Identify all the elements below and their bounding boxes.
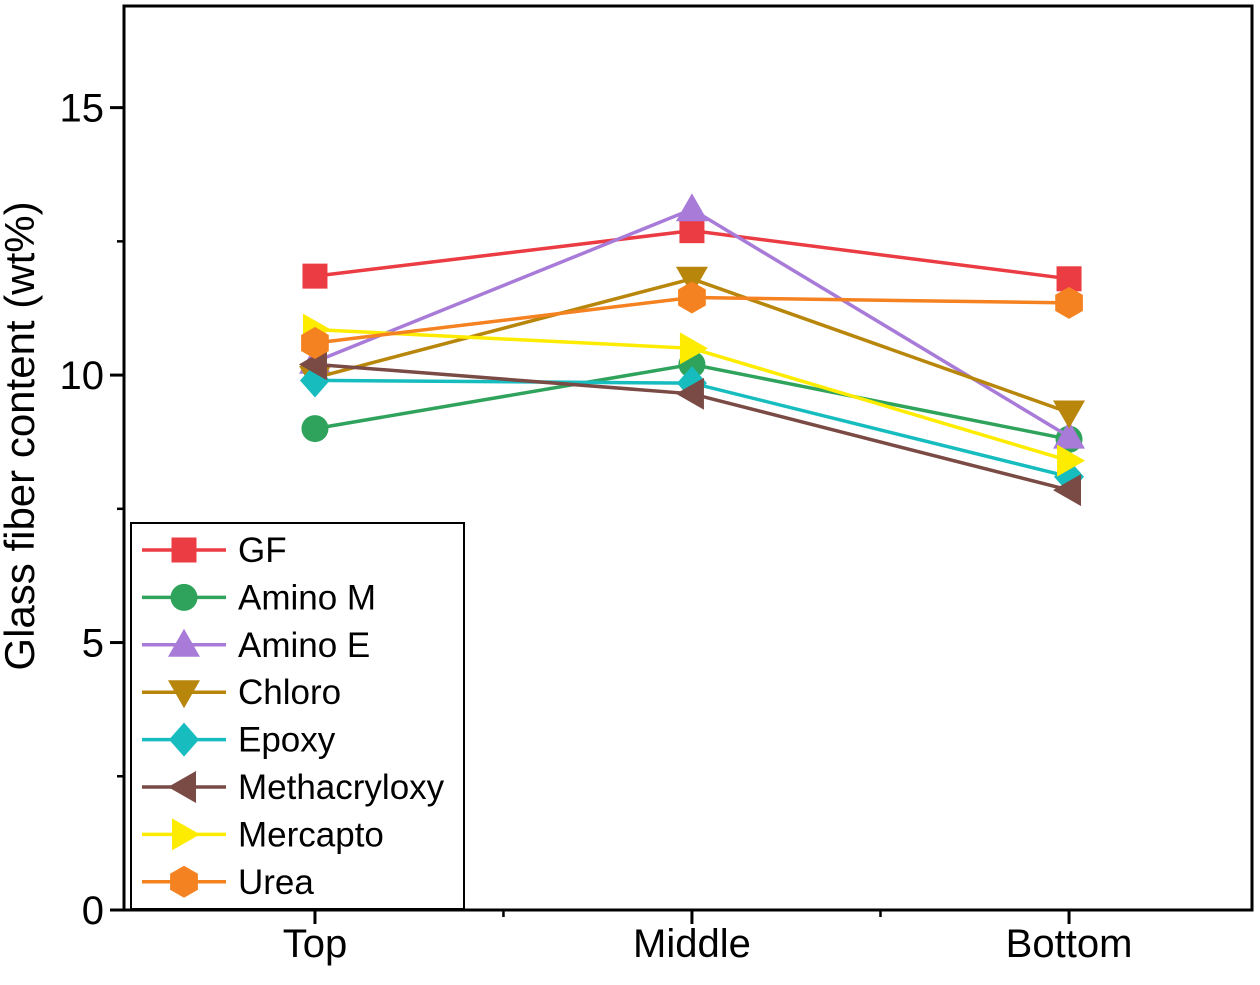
y-tick-label: 0 — [82, 889, 104, 933]
marker-square-gf — [679, 218, 705, 244]
marker-circle-amino-m — [301, 415, 329, 443]
legend-marker-triangle-left — [168, 771, 196, 803]
legend-label: GF — [238, 531, 287, 570]
legend-marker-triangle-down — [168, 680, 200, 709]
marker-triangle-down-chloro — [1053, 400, 1086, 429]
marker-triangle-left-methacryloxy — [675, 377, 704, 410]
marker-triangle-right-mercapto — [679, 332, 708, 365]
legend-marker-triangle-up — [168, 628, 200, 657]
marker-triangle-left-methacryloxy — [298, 348, 327, 381]
x-tick-label: Middle — [633, 922, 751, 966]
y-axis-title: Glass fiber content (wt%) — [0, 201, 43, 670]
legend-marker-triangle-right — [172, 818, 200, 851]
marker-hexagon-urea — [1055, 286, 1083, 319]
legend-label: Amino M — [238, 578, 376, 617]
legend-label: Urea — [238, 863, 314, 902]
legend-label: Epoxy — [238, 721, 336, 760]
marker-square-gf — [302, 263, 328, 289]
legend-label: Chloro — [238, 673, 341, 712]
legend-marker-circle — [170, 583, 198, 611]
marker-triangle-up-amino-e — [675, 193, 708, 222]
marker-hexagon-urea — [678, 281, 706, 314]
plot-frame — [122, 4, 1254, 912]
y-tick-label: 5 — [82, 622, 104, 666]
marker-triangle-down-chloro — [675, 266, 708, 295]
marker-triangle-right-mercapto — [1057, 444, 1086, 477]
marker-triangle-up-amino-e — [1053, 420, 1086, 449]
y-tick-label: 15 — [60, 87, 105, 131]
y-tick-label: 10 — [60, 354, 105, 398]
x-tick-label: Top — [283, 922, 348, 966]
legend-label: Mercapto — [238, 815, 384, 854]
legend-marker-diamond — [169, 722, 199, 757]
legend-marker-square — [171, 537, 197, 563]
x-tick-label: Bottom — [1006, 922, 1133, 966]
legend-label: Amino E — [238, 626, 370, 665]
marker-triangle-left-methacryloxy — [1053, 474, 1082, 507]
marker-hexagon-urea — [301, 327, 329, 359]
legend-label: Methacryloxy — [238, 768, 445, 807]
legend-marker-hexagon — [170, 865, 198, 898]
